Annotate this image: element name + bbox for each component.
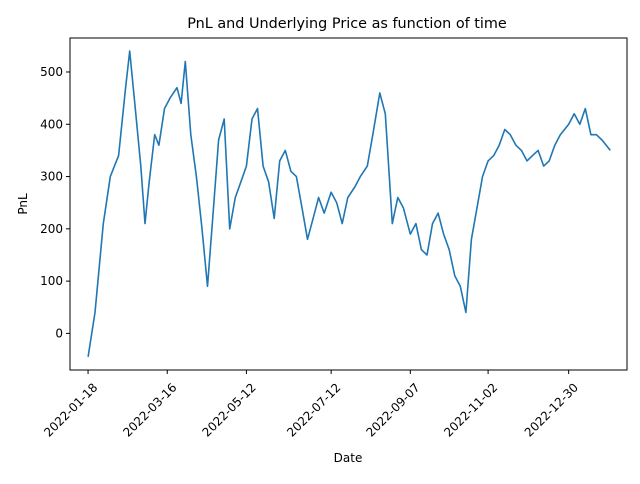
y-axis: 0 100 200 300 400 500 xyxy=(40,65,70,340)
y-tick-label: 100 xyxy=(40,274,63,288)
y-tick-label: 500 xyxy=(40,65,63,79)
chart-title: PnL and Underlying Price as function of … xyxy=(187,16,507,32)
x-axis-label: Date xyxy=(334,451,363,465)
y-axis-label: PnL xyxy=(16,193,30,215)
y-tick-label: 0 xyxy=(55,326,63,340)
y-tick-label: 200 xyxy=(40,222,63,236)
plot-area xyxy=(87,50,611,358)
y-tick-label: 400 xyxy=(40,117,63,131)
axes-frame xyxy=(69,37,628,371)
y-tick-label: 300 xyxy=(40,170,63,184)
series-line-0 xyxy=(87,50,611,358)
